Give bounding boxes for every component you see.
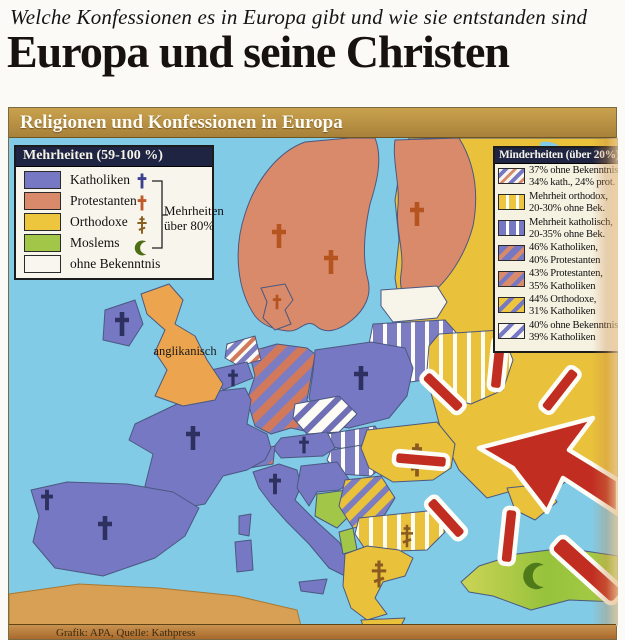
legend-text: 40% ohne Bekenntnis, 39% Katholiken	[529, 320, 618, 345]
legend-line: 44% Orthodoxe,	[529, 294, 597, 306]
credit-bar: Grafik: APA, Quelle: Kathpress	[9, 624, 616, 639]
legend-line: Mehrheit orthodox,	[529, 190, 608, 202]
swatch-orthodox	[24, 213, 61, 231]
red-dash	[538, 364, 582, 416]
swatch-no-confession	[24, 255, 61, 273]
map-symbols: anglikanisch	[39, 202, 544, 590]
legend-line: 37% ohne Bekenntnis,	[529, 165, 618, 176]
legend-label: Protestanten	[70, 193, 137, 208]
legend-text: 46% Katholiken, 40% Protestanten	[529, 242, 600, 267]
legend-item: Mehrheit orthodox, 20-30% ohne Bek.	[498, 191, 618, 216]
map-title-bar: Religionen und Konfessionen in Europa	[9, 108, 616, 138]
legend-item-moslems: Moslems	[24, 234, 120, 252]
country-scandinavia	[237, 138, 380, 332]
legend-item: 43% Protestanten, 35% Katholiken	[498, 268, 618, 293]
legend-item-orthodoxe: Orthodoxe	[24, 213, 128, 231]
legend-line: 20-35% ohne Bek.	[529, 229, 605, 241]
legend-majorities-body: Katholiken Protestanten Orthodoxe Moslem…	[16, 167, 224, 277]
legend-text: Mehrheit orthodox, 20-30% ohne Bek.	[529, 191, 608, 216]
legend-line: 39% Katholiken	[529, 332, 596, 344]
swatch-purple-white-salmon	[498, 168, 525, 184]
europe-map: anglikanisch Mehrheiten (59-100 %) Katho	[9, 138, 618, 626]
red-dash	[497, 505, 521, 567]
country-uk	[140, 283, 224, 407]
island-sicily	[298, 578, 328, 595]
legend-item-protestanten: Protestanten	[24, 192, 137, 210]
legend-minorities-title: Minderheiten (über 20%)	[495, 148, 618, 164]
red-dash	[391, 448, 451, 472]
country-estonia	[380, 285, 448, 323]
infographic: Religionen und Konfessionen in Europa	[8, 107, 618, 640]
legend-item: 44% Orthodoxe, 31% Katholiken	[498, 294, 618, 319]
legend-item: Mehrheit katholisch, 20-35% ohne Bek.	[498, 217, 618, 242]
legend-line: 31% Katholiken	[529, 306, 596, 318]
page-title: Europa und seine Christen	[7, 26, 510, 77]
red-arrow	[476, 415, 618, 517]
legend-line: 40% Protestanten	[529, 254, 601, 266]
coast-africa	[9, 583, 302, 626]
legend-line: 35% Katholiken	[529, 280, 596, 292]
legend-item: 40% ohne Bekenntnis, 39% Katholiken	[498, 320, 618, 345]
country-iberia	[30, 481, 200, 577]
legend-label: Katholiken	[70, 172, 130, 187]
legend-majorities: Mehrheiten (59-100 %) Katholiken Protest…	[14, 145, 224, 280]
country-france	[128, 387, 272, 511]
legend-line: 20-30% ohne Bek.	[529, 203, 605, 215]
country-netherlands	[224, 335, 262, 367]
credit-text: Grafik: APA, Quelle: Kathpress	[56, 627, 196, 639]
kicker: Welche Konfessionen es in Europa gibt un…	[10, 5, 588, 29]
legend-label: ohne Bekenntnis	[70, 256, 161, 271]
crescent-icon	[134, 240, 147, 256]
legend-text: 44% Orthodoxe, 31% Katholiken	[529, 294, 596, 319]
legend-text: Mehrheit katholisch, 20-35% ohne Bek.	[529, 217, 613, 242]
swatch-purple-orange	[498, 245, 525, 262]
legend-label: Orthodoxe	[70, 214, 128, 229]
legend-text: 43% Protestanten, 35% Katholiken	[529, 268, 603, 293]
swatch-purple-vertical	[498, 219, 525, 236]
legend-minorities: Minderheiten (über 20%) 37% ohne Bekennt…	[493, 146, 618, 353]
legend-item-ohne-bekenntnis: ohne Bekenntnis	[24, 255, 160, 273]
legend-line: Mehrheit katholisch,	[529, 216, 613, 228]
legend-symbols	[134, 172, 168, 256]
swatch-muslim	[24, 234, 61, 252]
legend-majorities-title: Mehrheiten (59-100 %)	[16, 147, 212, 167]
legend-bracket-note: Mehrheiten über 80%	[164, 203, 224, 233]
catholic-cross-icon	[136, 172, 148, 190]
orthodox-cross-icon	[136, 215, 148, 235]
swatch-yellow-vertical	[498, 193, 525, 210]
island-sardinia	[234, 539, 254, 573]
bracket	[152, 180, 168, 249]
legend-item: 37% ohne Bekenntnis, 34% kath., 24% prot…	[498, 165, 618, 190]
swatch-protestant	[24, 192, 61, 210]
swatch-catholic	[24, 171, 61, 189]
legend-line: 34% kath., 24% prot.	[529, 177, 616, 189]
swatch-white-purple	[498, 322, 525, 339]
legend-line: 46% Katholiken,	[529, 242, 598, 254]
legend-item: 46% Katholiken, 40% Protestanten	[498, 242, 618, 267]
legend-label: Moslems	[70, 235, 120, 250]
legend-line: 43% Protestanten,	[529, 268, 603, 280]
red-dash	[423, 494, 469, 542]
red-dash	[419, 368, 467, 416]
protestant-cross-icon	[136, 194, 148, 212]
anglican-label: anglikanisch	[153, 344, 217, 358]
legend-item-katholiken: Katholiken	[24, 171, 130, 189]
country-croatia-slovenia	[296, 461, 352, 507]
legend-text: 37% ohne Bekenntnis, 34% kath., 24% prot…	[529, 165, 618, 190]
island-corsica	[238, 513, 252, 537]
swatch-orange-purple	[498, 271, 525, 288]
swatch-yellow-purple	[498, 297, 525, 314]
legend-line: 40% ohne Bekenntnis,	[529, 319, 618, 331]
